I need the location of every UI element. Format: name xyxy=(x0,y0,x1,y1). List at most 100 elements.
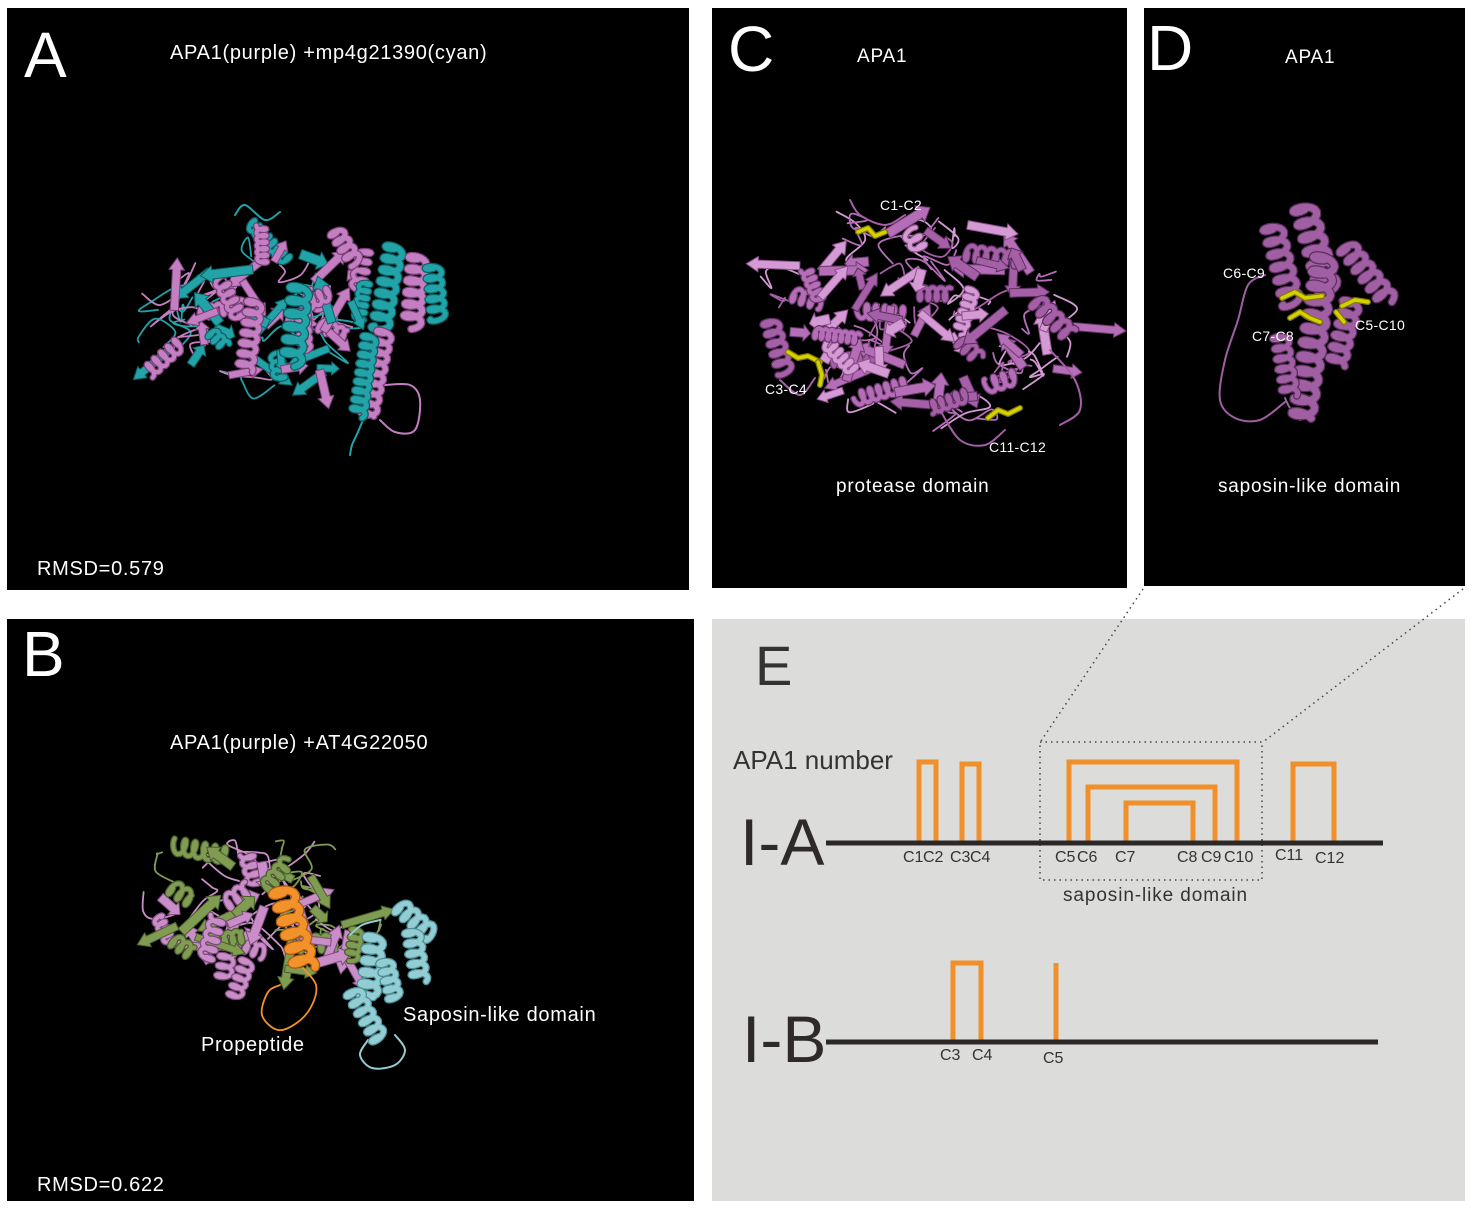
strand-arrow xyxy=(1072,322,1127,338)
loop-coil xyxy=(349,414,366,456)
strand-arrow xyxy=(889,394,932,411)
helix-ribbon-face xyxy=(376,958,403,1003)
helix-ribbon-face xyxy=(1270,334,1301,399)
loop-coil xyxy=(234,204,281,222)
saposin-domain-label: saposin-like domain xyxy=(1218,476,1401,497)
strand-arrow xyxy=(168,257,185,312)
strand-arrow xyxy=(893,377,937,398)
disulfide-bracket xyxy=(1123,800,1196,843)
loop-coil xyxy=(260,967,318,1032)
helix-ribbon-face xyxy=(144,337,183,380)
strand-arrow xyxy=(309,904,329,924)
strand-arrow xyxy=(975,256,1010,273)
helix-ribbon-face xyxy=(1028,296,1079,340)
strand-arrow xyxy=(186,344,207,368)
strand-arrow xyxy=(340,905,395,930)
cysteine-label: C5 xyxy=(1055,849,1076,866)
loop-coil xyxy=(349,919,381,936)
helix-ribbon-face xyxy=(205,328,232,350)
strand-arrow xyxy=(961,306,989,323)
bond-label-c1-c2: C1-C2 xyxy=(880,197,922,213)
protein-superposition-apa1-at4g22050 xyxy=(136,835,438,1070)
helix-ribbon-face xyxy=(345,926,365,964)
loop-coil xyxy=(1218,274,1286,423)
cysteine-label: C2 xyxy=(923,849,944,866)
disulfide-bond-face xyxy=(1288,310,1322,324)
helix-ribbon-face xyxy=(315,318,350,343)
saposin-domain-box xyxy=(1039,741,1263,881)
helix-ribbon-face xyxy=(1336,241,1398,305)
helix-ribbon-face xyxy=(400,253,430,332)
bond-label-c7-c8: C7-C8 xyxy=(1252,328,1294,344)
strand-arrow xyxy=(851,272,878,313)
helix-ribbon-face xyxy=(254,223,270,265)
helix-ribbon-face xyxy=(954,336,986,361)
loop-coil xyxy=(1028,350,1045,377)
strand-arrow xyxy=(347,299,366,331)
strand-arrow xyxy=(908,267,928,293)
bond-label-c3-c4: C3-C4 xyxy=(765,381,807,397)
helix-ribbon-face xyxy=(812,326,863,345)
cysteine-label: C7 xyxy=(1115,849,1136,866)
helix-ribbon-face xyxy=(327,227,362,270)
strand-arrow xyxy=(316,361,340,376)
cysteine-labels-i-b: C3 C4 C5 xyxy=(940,1047,1064,1067)
strand-arrow xyxy=(322,924,344,961)
panel-a-canvas: A APA1(purple) +mp4g21390(cyan) RMSD=0.5… xyxy=(24,19,487,580)
strand-arrow xyxy=(270,240,289,264)
strand-arrow xyxy=(226,910,254,929)
helix-ribbon-face xyxy=(238,853,264,887)
helix-ribbon-face xyxy=(198,912,226,963)
strand-arrow xyxy=(1052,363,1083,379)
panel-b-title: APA1(purple) +AT4G22050 xyxy=(170,732,428,754)
panel-e-canvas: E APA1 number saposin-like domain I-A I-… xyxy=(733,634,1383,1076)
disulfide-brackets-i-a xyxy=(916,759,1337,843)
disulfide-bracket xyxy=(1290,761,1337,843)
helix-ribbon-face xyxy=(760,319,794,378)
row-name-i-b: I-B xyxy=(742,1002,826,1076)
strand-arrow xyxy=(1007,247,1027,273)
helix-ribbon-face xyxy=(261,856,291,894)
strand-arrow xyxy=(136,921,180,948)
helix-ribbon-face xyxy=(349,332,379,421)
protease-domain-structure xyxy=(745,199,1127,447)
disulfide-bond-face xyxy=(986,406,1022,420)
disulfide-bond-face xyxy=(816,360,824,387)
loop-coil xyxy=(358,1034,407,1070)
helix-ribbon-face xyxy=(235,298,265,375)
cysteine-label: C12 xyxy=(1315,850,1344,867)
strand-arrow xyxy=(199,264,254,284)
panel-c-canvas: C APA1 C1-C2 C3-C4 C11-C12 protease doma… xyxy=(728,13,1127,497)
panel-b-canvas: B APA1(purple) +AT4G22050 Propeptide Sap… xyxy=(22,619,596,1196)
helix-ribbon-face xyxy=(168,935,197,959)
cysteine-label: C3 xyxy=(940,1047,961,1064)
loop-coil xyxy=(904,257,946,282)
disulfide-bracket xyxy=(1085,784,1218,843)
strand-arrow xyxy=(325,328,351,352)
strand-arrow xyxy=(966,220,1019,241)
helix-ribbon-face xyxy=(1325,297,1362,370)
helix-ribbon-face xyxy=(903,225,928,252)
strand-arrow xyxy=(230,895,256,920)
disulfide-brackets-i-b xyxy=(950,960,1059,1042)
panel-d-title: APA1 xyxy=(1285,47,1335,68)
panel-c: C APA1 C1-C2 C3-C4 C11-C12 protease doma… xyxy=(712,8,1127,588)
loop-coil xyxy=(938,220,960,250)
loop-coil xyxy=(1035,270,1057,282)
loop-coil xyxy=(939,409,1006,447)
loop-coil xyxy=(769,293,793,309)
helix-ribbon-face xyxy=(930,388,968,416)
panel-a-rmsd: RMSD=0.579 xyxy=(37,558,165,580)
helix-ribbon-face xyxy=(213,273,247,321)
loop-coil xyxy=(287,843,337,883)
strand-arrow xyxy=(884,318,907,338)
cysteine-label: C4 xyxy=(972,1047,993,1064)
disulfide-bond-face xyxy=(786,350,822,364)
loop-coil xyxy=(902,344,924,385)
strand-arrow xyxy=(856,357,891,379)
apa1-number-legend: APA1 number xyxy=(733,745,893,775)
strand-arrow xyxy=(884,205,931,239)
panel-d: D APA1 C6-C9 C7-C8 C5-C10 saposin-like d… xyxy=(1144,8,1465,586)
helix-ribbon-face xyxy=(422,264,448,324)
cysteine-label: C4 xyxy=(970,849,991,866)
